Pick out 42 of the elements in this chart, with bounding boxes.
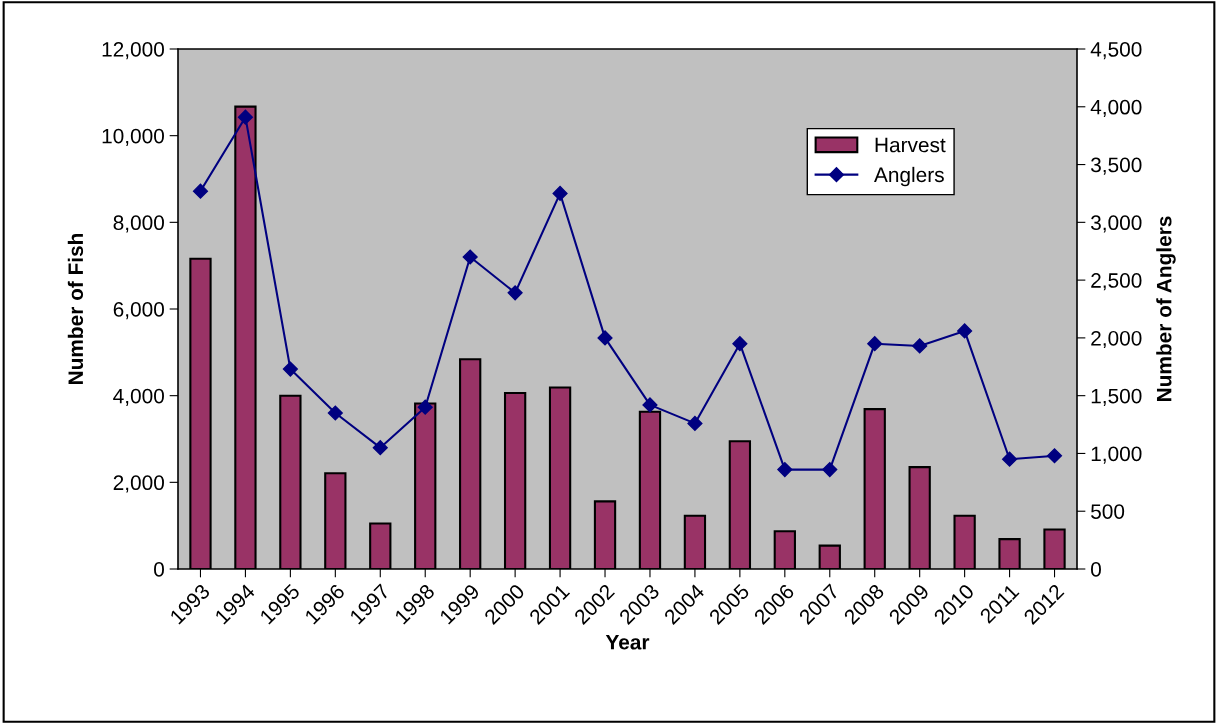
y2-tick-label: 1,500	[1091, 388, 1142, 406]
point	[462, 249, 478, 265]
point	[732, 336, 748, 352]
point	[957, 323, 973, 339]
point	[552, 185, 568, 202]
legend-label: Anglers	[874, 166, 944, 187]
y-tick-label: 4,000	[113, 388, 164, 406]
y2-tick-label: 2,000	[1091, 330, 1142, 349]
y-tick-label: 0	[154, 562, 164, 577]
y-tick-label: 2,000	[113, 475, 164, 493]
point	[372, 440, 388, 456]
point	[237, 109, 253, 125]
point	[822, 462, 838, 478]
point	[417, 399, 433, 415]
y-tick-label: 8,000	[113, 215, 164, 233]
y2-tick-label: 4,000	[1090, 99, 1142, 117]
y-tick-label: 6,000	[113, 302, 164, 320]
y2-tick-label: 0	[1091, 562, 1101, 577]
y2-tick-label: 3,500	[1090, 157, 1142, 175]
y2-tick-label: 4,500	[1090, 42, 1142, 60]
y2-axis-title: Number of Anglers	[1156, 216, 1176, 401]
legend-label: Harvest	[875, 137, 946, 153]
point	[642, 397, 658, 413]
point	[1002, 451, 1018, 467]
point	[687, 415, 703, 431]
y2-tick-label: 2,500	[1091, 273, 1142, 291]
point	[912, 338, 928, 354]
y-tick-label: 12,000	[102, 42, 164, 60]
point	[192, 183, 209, 199]
point	[507, 285, 523, 301]
point	[597, 330, 613, 346]
point	[282, 361, 298, 377]
point	[327, 405, 343, 421]
y2-tick-label: 500	[1091, 504, 1125, 519]
y-tick-label: 10,000	[102, 128, 164, 146]
point	[867, 336, 883, 352]
y-axis-title: Number of Fish	[67, 233, 84, 384]
point	[1046, 448, 1063, 464]
x-axis-title: Year	[605, 635, 650, 650]
y2-tick-label: 1,000	[1091, 446, 1142, 464]
y2-tick-label: 3,000	[1090, 215, 1142, 233]
point	[777, 462, 793, 478]
